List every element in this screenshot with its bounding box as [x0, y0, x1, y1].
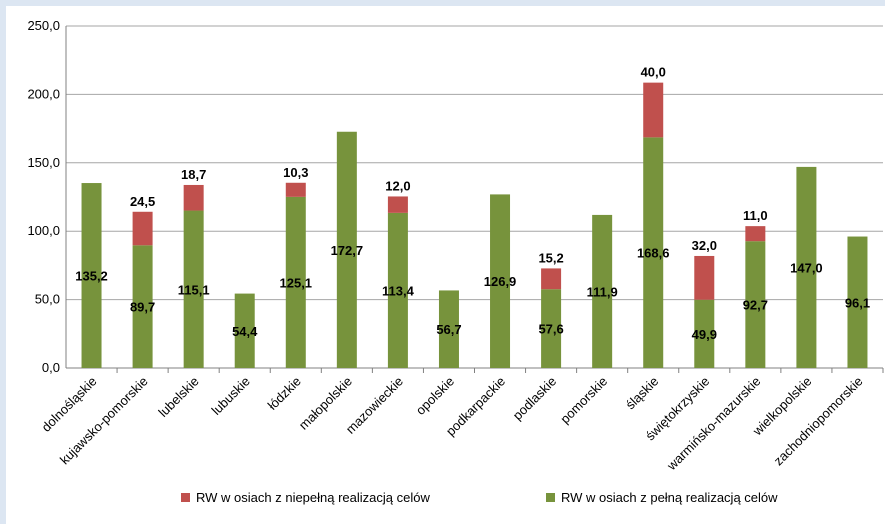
legend-item-partial: RW w osiach z niepełną realizacją celów — [181, 490, 430, 505]
data-label-full: 126,9 — [484, 274, 517, 289]
y-tick-label: 250,0 — [27, 18, 60, 33]
y-tick-label: 100,0 — [27, 223, 60, 238]
data-label-full: 54,4 — [232, 324, 258, 339]
y-tick-label: 50,0 — [35, 292, 60, 307]
category-label: kujawsko-pomorskie — [57, 374, 151, 468]
category-label: warmińsko-mazurskie — [663, 374, 763, 474]
data-label-partial: 32,0 — [692, 238, 717, 253]
category-label: podlaskie — [510, 374, 559, 423]
data-label-full: 111,9 — [587, 284, 618, 299]
data-label-full: 168,6 — [637, 246, 670, 261]
category-label: opolskie — [413, 374, 457, 418]
legend: RW w osiach z niepełną realizacją celów … — [6, 490, 885, 514]
data-label-full: 125,1 — [280, 275, 313, 290]
bar-full-15 — [847, 236, 868, 368]
data-label-full: 57,6 — [538, 322, 563, 337]
bar-full-13 — [745, 241, 766, 368]
data-label-full: 49,9 — [692, 327, 717, 342]
category-label: pomorskie — [557, 374, 610, 427]
data-label-partial: 18,7 — [181, 167, 206, 182]
data-label-full: 113,4 — [382, 283, 415, 298]
bar-partial-13 — [745, 226, 766, 242]
data-label-full: 56,7 — [436, 322, 461, 337]
bar-partial-4 — [285, 182, 306, 197]
data-label-full: 147,0 — [790, 260, 823, 275]
category-label: lubuskie — [209, 374, 253, 418]
bar-full-5 — [336, 131, 357, 368]
bar-partial-6 — [387, 196, 408, 213]
data-label-full: 115,1 — [178, 282, 210, 297]
bar-full-10 — [592, 214, 613, 368]
chart-area: 0,0 50,0 100,0 150,0 200,0 250,0 135,2 dolnoślą… — [6, 6, 885, 524]
bar-partial-1 — [132, 211, 153, 246]
bar-partial-2 — [183, 184, 204, 211]
category-label: lubelskie — [155, 374, 201, 420]
bar-full-14 — [796, 166, 817, 368]
bar-full-12 — [694, 299, 715, 368]
data-label-partial: 40,0 — [641, 65, 666, 80]
bar-full-11 — [643, 137, 664, 368]
bar-full-1 — [132, 245, 153, 368]
data-label-full: 92,7 — [743, 298, 768, 313]
data-label-full: 96,1 — [845, 295, 870, 310]
data-label-partial: 12,0 — [385, 178, 410, 193]
category-label: łódzkie — [265, 374, 304, 413]
legend-swatch-red — [181, 493, 190, 502]
data-label-partial: 10,3 — [283, 165, 308, 180]
legend-label-partial: RW w osiach z niepełną realizacją celów — [196, 490, 430, 505]
category-label: zachodniopomorskie — [771, 374, 866, 469]
data-label-full: 89,7 — [130, 300, 155, 315]
data-label-partial: 24,5 — [130, 194, 155, 209]
legend-label-full: RW w osiach z pełną realizacją celów — [561, 490, 778, 505]
bar-chart: 0,050,0100,0150,0200,0250,0135,2dolnoślą… — [27, 18, 884, 474]
bar-partial-9 — [541, 268, 562, 290]
bar-full-0 — [81, 183, 102, 368]
legend-swatch-green — [546, 493, 555, 502]
bar-full-7 — [438, 290, 459, 368]
y-tick-label: 150,0 — [27, 155, 60, 170]
y-tick-label: 200,0 — [27, 86, 60, 101]
legend-item-full: RW w osiach z pełną realizacją celów — [546, 490, 778, 505]
category-label: śląskie — [623, 374, 662, 413]
y-tick-label: 0,0 — [42, 360, 60, 375]
bar-full-6 — [387, 212, 408, 368]
bar-full-8 — [490, 194, 511, 368]
bar-partial-11 — [643, 82, 664, 138]
bar-full-2 — [183, 210, 204, 368]
data-label-full: 135,2 — [75, 269, 108, 284]
data-label-partial: 11,0 — [743, 208, 768, 223]
bar-partial-12 — [694, 255, 715, 300]
data-label-full: 172,7 — [331, 243, 364, 258]
bar-full-3 — [234, 293, 255, 368]
data-label-partial: 15,2 — [538, 250, 563, 265]
bar-full-4 — [285, 196, 306, 368]
bar-full-9 — [541, 289, 562, 368]
